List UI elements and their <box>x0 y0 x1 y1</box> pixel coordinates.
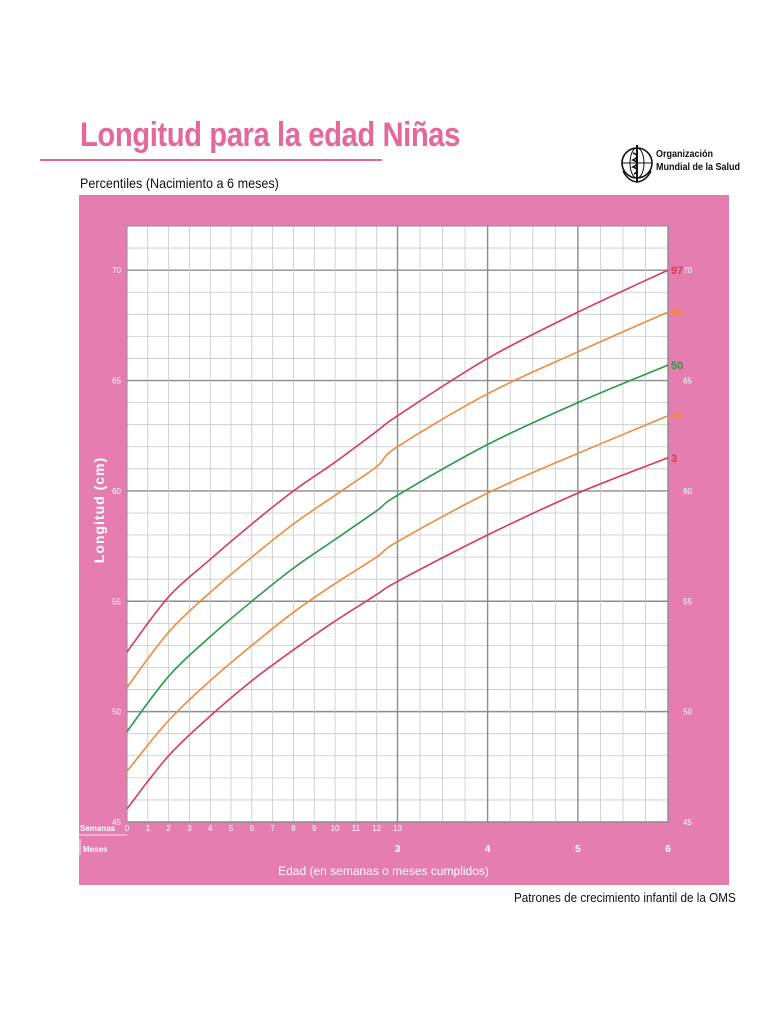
y-tick-label-right: 70 <box>683 266 692 275</box>
org-name: Organización Mundial de la Salud <box>656 148 740 174</box>
y-tick-label-left: 45 <box>112 818 121 827</box>
x-tick-label-week: 11 <box>352 824 361 833</box>
y-tick-label-left: 55 <box>112 597 121 606</box>
x-axis-label: Edad (en semanas o meses cumplidos) <box>278 864 489 878</box>
x-tick-label-month: 3 <box>395 844 401 855</box>
series-label-p50: 50 <box>671 360 683 372</box>
page-subtitle: Percentiles (Nacimiento a 6 meses) <box>80 175 279 191</box>
x-tick-label-week: 3 <box>187 824 192 833</box>
y-tick-label-left: 60 <box>112 487 121 496</box>
x-tick-label-week: 6 <box>250 824 255 833</box>
plot-border <box>126 225 669 823</box>
series-line-p15 <box>126 415 669 772</box>
page-title: Longitud para la edad Niñas <box>80 116 460 154</box>
x-tick-label-week: 0 <box>125 824 130 833</box>
x-tick-label-week: 13 <box>393 824 402 833</box>
y-axis-label: Longitud (cm) <box>91 457 107 563</box>
x-tick-label-week: 5 <box>229 824 234 833</box>
x-tick-label-week: 4 <box>208 824 213 833</box>
series-label-p97: 97 <box>671 265 683 277</box>
series-label-p3: 3 <box>671 453 677 465</box>
x-tick-label-week: 9 <box>312 824 317 833</box>
x-row-label-weeks: Semanas <box>80 824 116 833</box>
y-tick-label-left: 70 <box>112 266 121 275</box>
x-row-label-months: Meses <box>83 845 108 854</box>
series-line-p85 <box>126 311 669 688</box>
series-line-p97 <box>126 269 669 653</box>
x-tick-label-week: 1 <box>146 824 151 833</box>
series-line-p50 <box>126 364 669 732</box>
org-name-line2: Mundial de la Salud <box>656 162 741 173</box>
x-tick-label-week: 8 <box>291 824 296 833</box>
series-line-p3 <box>126 457 669 810</box>
y-tick-label-left: 50 <box>112 708 121 717</box>
y-tick-label-right: 65 <box>683 377 692 386</box>
footer-source: Patrones de crecimiento infantil de la O… <box>514 890 736 905</box>
x-tick-label-month: 4 <box>485 844 491 855</box>
x-tick-label-month: 6 <box>665 844 671 855</box>
y-tick-label-right: 45 <box>683 818 692 827</box>
who-emblem-icon <box>621 145 653 183</box>
org-name-line1: Organización <box>656 149 714 160</box>
title-underline <box>40 159 382 161</box>
x-tick-label-week: 2 <box>166 824 171 833</box>
y-tick-label-right: 55 <box>683 597 692 606</box>
y-tick-label-left: 65 <box>112 377 121 386</box>
series-label-p85: 85 <box>671 307 683 319</box>
x-tick-label-week: 12 <box>372 824 381 833</box>
x-tick-label-week: 7 <box>270 824 275 833</box>
org-logo-block: Organización Mundial de la Salud <box>620 141 740 185</box>
x-tick-label-week: 10 <box>331 824 340 833</box>
series-label-p15: 15 <box>671 411 683 423</box>
y-tick-label-right: 50 <box>683 708 692 717</box>
x-tick-label-month: 5 <box>575 844 581 855</box>
y-tick-label-right: 60 <box>683 487 692 496</box>
